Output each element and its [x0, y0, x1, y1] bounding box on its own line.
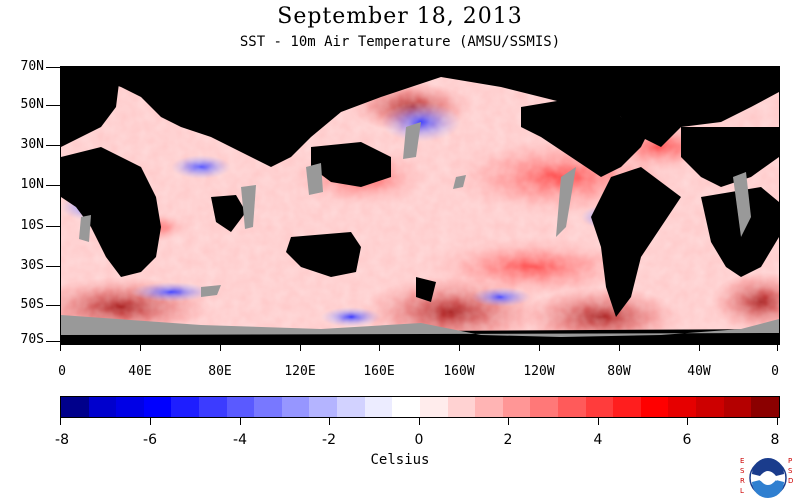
x-tick-label: 0	[771, 364, 779, 379]
colorbar-cell	[392, 397, 420, 417]
x-tick	[539, 344, 540, 351]
y-tick-label: 30N	[20, 137, 44, 152]
svg-text:S: S	[740, 467, 745, 475]
colorbar-label: 4	[593, 432, 603, 448]
x-tick	[619, 344, 620, 351]
x-tick-label: 0	[58, 364, 66, 379]
colorbar-label: -8	[55, 432, 69, 448]
x-tick	[777, 344, 778, 351]
colorbar-cell	[585, 397, 614, 417]
colorbar-cell	[751, 397, 779, 417]
colorbar-cell	[530, 397, 558, 417]
colorbar-cell	[88, 397, 117, 417]
colorbar-cell	[447, 397, 476, 417]
y-tick	[46, 185, 60, 186]
x-tick	[220, 344, 221, 351]
colorbar-label: -6	[143, 432, 157, 448]
colorbar-tick	[240, 418, 241, 425]
colorbar-cell	[61, 397, 89, 417]
x-tick-label: 160W	[443, 364, 475, 379]
colorbar-cell	[281, 397, 310, 417]
colorbar-cell	[364, 397, 393, 417]
y-tick-label: 10S	[20, 218, 44, 233]
colorbar-cell	[419, 397, 448, 417]
svg-text:R: R	[740, 477, 745, 485]
y-tick-label: 50S	[20, 297, 44, 312]
land-masses	[61, 67, 779, 344]
colorbar-tick	[60, 418, 61, 425]
colorbar-cell	[199, 397, 227, 417]
colorbar-cell	[337, 397, 365, 417]
colorbar-tick	[508, 418, 509, 425]
colorbar-label: -4	[233, 432, 247, 448]
x-tick-label: 80E	[208, 364, 232, 379]
y-tick-label: 30S	[20, 258, 44, 273]
colorbar-tick	[329, 418, 330, 425]
svg-text:L: L	[740, 487, 744, 495]
colorbar-cell	[143, 397, 172, 417]
colorbar-label: 2	[503, 432, 513, 448]
noaa-esrl-psd-logo: E S R L P S D NOAA	[734, 452, 798, 500]
sst-map	[60, 66, 780, 345]
y-tick	[46, 226, 60, 227]
colorbar-cell	[613, 397, 641, 417]
colorbar-tick	[687, 418, 688, 425]
colorbar-cell	[502, 397, 531, 417]
x-tick	[699, 344, 700, 351]
y-tick-label: 10N	[20, 177, 44, 192]
colorbar	[60, 396, 780, 418]
x-tick-label: 160E	[363, 364, 395, 379]
x-tick-label: 80W	[607, 364, 631, 379]
colorbar-tick	[150, 418, 151, 425]
y-tick	[46, 105, 60, 106]
colorbar-tick	[777, 418, 778, 425]
colorbar-cell	[254, 397, 282, 417]
x-tick	[140, 344, 141, 351]
colorbar-label: 6	[682, 432, 692, 448]
svg-text:D: D	[788, 477, 793, 485]
noaa-logo-icon: E S R L P S D NOAA	[740, 457, 793, 498]
x-tick	[300, 344, 301, 351]
colorbar-label: 8	[770, 432, 780, 448]
colorbar-label: 0	[414, 432, 424, 448]
svg-text:P: P	[788, 457, 792, 465]
x-tick	[60, 344, 61, 351]
colorbar-cell	[696, 397, 724, 417]
colorbar-cell	[309, 397, 338, 417]
map-graphic	[61, 67, 779, 344]
colorbar-tick	[598, 418, 599, 425]
y-tick	[46, 305, 60, 306]
colorbar-tick	[419, 418, 420, 425]
colorbar-cell	[116, 397, 144, 417]
y-tick	[46, 145, 60, 146]
colorbar-cell	[475, 397, 503, 417]
x-tick-label: 40W	[687, 364, 711, 379]
svg-text:S: S	[788, 467, 793, 475]
y-tick-label: 50N	[20, 97, 44, 112]
svg-text:E: E	[740, 457, 744, 465]
colorbar-unit-label: Celsius	[370, 452, 430, 468]
colorbar-cell	[668, 397, 697, 417]
y-tick-label: 70N	[20, 59, 44, 74]
x-tick	[459, 344, 460, 351]
colorbar-cell	[171, 397, 200, 417]
colorbar-cell	[557, 397, 586, 417]
y-tick	[46, 341, 60, 342]
y-tick	[46, 266, 60, 267]
y-tick	[46, 67, 60, 68]
x-tick-label: 120E	[284, 364, 316, 379]
svg-text:NOAA: NOAA	[759, 476, 777, 483]
colorbar-cell	[640, 397, 669, 417]
chart-subtitle: SST - 10m Air Temperature (AMSU/SSMIS)	[239, 34, 561, 50]
x-tick	[379, 344, 380, 351]
missing-data	[61, 122, 779, 337]
colorbar-cell	[723, 397, 752, 417]
y-tick-label: 70S	[20, 332, 44, 347]
chart-title: September 18, 2013	[277, 4, 523, 29]
x-tick-label: 40E	[128, 364, 152, 379]
colorbar-cell	[226, 397, 255, 417]
colorbar-label: -2	[322, 432, 336, 448]
x-tick-label: 120W	[523, 364, 555, 379]
